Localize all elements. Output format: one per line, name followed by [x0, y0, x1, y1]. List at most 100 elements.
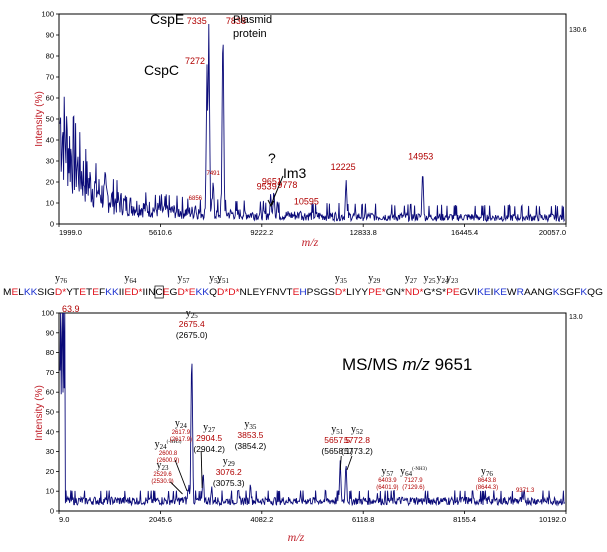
peak-mz-calculated: (3075.3): [213, 478, 245, 488]
sequence-segment: K: [553, 287, 560, 297]
peak-mz-calculated: (5773.2): [341, 446, 373, 456]
sequence-segment: KK: [24, 287, 38, 297]
sequence-segment: G: [170, 287, 178, 297]
bottom-x-axis-title: m/z: [288, 530, 305, 544]
sequence-segment: M: [3, 287, 11, 297]
sequence-segment: I: [491, 287, 494, 297]
sequence-segment: G*S*: [424, 287, 447, 297]
sequence-segment: F: [99, 287, 106, 297]
sequence-segment: SIG: [37, 287, 54, 297]
sequence-segment: T: [86, 287, 93, 297]
peak-mz-observed: 9371.3: [516, 488, 535, 494]
bottom-ytick-label: 50: [46, 408, 54, 417]
bottom-ytick-label: 60: [46, 388, 54, 397]
peak-mz-calculated: (2530.9): [151, 479, 173, 485]
sequence-segment: W: [507, 287, 517, 297]
ion-name: y29: [223, 456, 236, 468]
ms-spectrum-panel: 0 10 20 30 40 50 60 70 80 90 100 1999.0 5610.6 9222.…: [34, 10, 587, 250]
ion-name: y76: [481, 466, 494, 478]
sequence-segment: II: [119, 287, 125, 297]
top-ytick-label: 100: [41, 10, 54, 19]
sequence-segment: D*D*: [217, 287, 240, 297]
peak-mz-observed: 5772.8: [344, 435, 370, 445]
bottom-xtick-label: 10192.0: [539, 515, 566, 524]
top-x-axis: 1999.0 5610.6 9222.2 12833.8 16445.4 20057.0: [58, 224, 567, 237]
bottom-xtick-label: 8155.4: [453, 515, 476, 524]
bottom-ytick-label: 10: [46, 487, 54, 496]
peak-mz-observed: 2617.9: [172, 430, 191, 436]
ion-name: y35: [244, 419, 257, 431]
sequence-segment: E: [163, 287, 170, 297]
sequence-text: MELKK SIG D*YTETEFKK IIED* IINCEGD*EKK QD*D* N…: [3, 287, 603, 297]
bottom-ytick-label: 70: [46, 368, 54, 377]
peak-mz-observed: 5657.5: [324, 435, 350, 445]
bottom-ytick-label: 80: [46, 348, 54, 357]
top-plot-frame: [58, 13, 567, 225]
y-ion-marker: y51: [217, 273, 230, 285]
question-mark-label: ?: [268, 150, 276, 166]
top-ytick-label: 70: [46, 73, 54, 82]
top-x-axis-title: m/z: [302, 235, 319, 249]
y-ion-marker: y52: [209, 273, 222, 285]
peak-label-12225: 12225: [331, 162, 356, 172]
bottom-y-axis-title: Intensity (%): [34, 385, 45, 441]
bottom-xtick-label: 2045.6: [149, 515, 172, 524]
top-spectrum-trace: [59, 23, 566, 223]
y-ion-marker: y35: [335, 273, 348, 285]
sequence-segment: AANG: [524, 287, 553, 297]
peak-mz-calculated: (7129.6): [402, 485, 424, 491]
peak-label-7491: 7491: [207, 171, 221, 177]
sequence-segment: C: [155, 287, 163, 297]
peak-mz-observed: 8643.8: [478, 478, 497, 484]
sequence-segment: E: [293, 287, 300, 297]
ion-name: y23: [156, 460, 169, 472]
msms-spectrum-panel: 0 10 20 30 40 50 60 70 80 90 100 9.0 2045.6 4082.2 61…: [34, 304, 583, 544]
peak-mz-calculated: (2904.2): [193, 444, 225, 454]
ion-label-y24: y24(-NH3)2600.8(2600.9): [155, 439, 182, 464]
bottom-ytick-label: 30: [46, 447, 54, 456]
bottom-max-intensity: 13.0: [569, 314, 583, 321]
top-xtick-label: 12833.8: [350, 228, 377, 237]
im3-label: Im3: [283, 165, 307, 181]
y-ion-marker: y64: [124, 273, 137, 285]
peak-label-9539: 9539: [257, 182, 277, 192]
bottom-spectrum-trace: [59, 312, 566, 507]
peak-label-6856: 6856: [189, 196, 203, 202]
y-ion-marker: y23: [446, 273, 459, 285]
peak-mz-observed: 2529.6: [153, 472, 172, 478]
sequence-segment: D*: [177, 287, 189, 297]
peak-mz-observed: 3853.5: [237, 430, 263, 440]
ion-arrow: [339, 455, 342, 471]
ion-arrow: [174, 459, 188, 492]
sequence-segment: LIYY: [346, 287, 368, 297]
sequence-segment: PSGS: [307, 287, 335, 297]
sequence-segment: E: [189, 287, 196, 297]
cspc-label: CspC: [144, 62, 179, 78]
top-ytick-label: 60: [46, 94, 54, 103]
sequence-segment: PE*: [368, 287, 386, 297]
top-ytick-label: 30: [46, 157, 54, 166]
top-xtick-label: 1999.0: [59, 228, 82, 237]
peak-mz-calculated: (2600.9): [157, 458, 179, 464]
sequence-segment: IIN: [142, 287, 155, 297]
peak-mz-observed: 2675.4: [179, 319, 205, 329]
sequence-segment: D*: [55, 287, 67, 297]
ion-arrow: [346, 455, 353, 471]
sequence-segment: NLEYFNVT: [240, 287, 294, 297]
sequence-segment: E: [92, 287, 99, 297]
im3-arrow: [270, 175, 284, 206]
plasmid-label-line2: protein: [233, 28, 267, 40]
bottom-y-axis: 0 10 20 30 40 50 60 70 80 90 100: [41, 309, 59, 516]
peak-mz-observed: 7127.9: [404, 478, 423, 484]
top-ytick-label: 50: [46, 115, 54, 124]
peak-mz-calculated: (6401.9): [376, 485, 398, 491]
sequence-segment: K: [580, 287, 587, 297]
